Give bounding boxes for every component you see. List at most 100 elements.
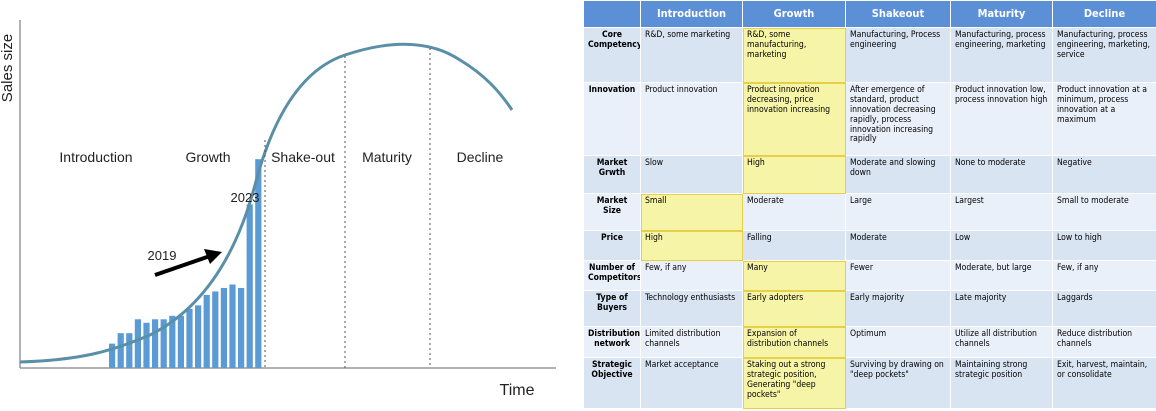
bar [152,319,159,368]
table-cell: Technology enthusiasts [640,290,743,327]
bar [109,343,116,368]
table-cell: Large [845,193,951,231]
table-cell: Low to high [1052,230,1156,261]
table-row: Number of Competitors Few, if any Many Fewe… [583,260,1156,291]
table-cell: Utilize all distribution channels [950,326,1053,358]
table-cell: Early adopters [742,290,846,327]
phase-label: Shake-out [271,149,335,165]
table-cell: After emergence of standard, product inn… [845,82,951,156]
table-cell: Expansion of distribution channels [742,326,846,358]
table-cell: Low [950,230,1053,261]
table-cell: Fewer [845,260,951,291]
column-header: Decline [1052,0,1156,28]
bar [229,284,236,368]
table-cell: Limited distribution channels [640,326,743,358]
phase-label: Introduction [59,149,132,165]
row-label: Distribution network [583,326,641,358]
bar [126,333,133,368]
table-cell: Manufacturing, process engineering, mark… [1052,27,1156,83]
table-cell: Small [640,193,743,231]
column-header: Introduction [640,0,743,28]
table-cell: Many [742,260,846,291]
phase-label: Decline [457,149,504,165]
table-cell: R&D, some manufacturing, marketing [742,27,846,83]
table-cell: Late majority [950,290,1053,327]
table-row: Distribution network Limited distribution… [583,326,1156,358]
bar [203,294,210,368]
table-cell: Product innovation at a minimum, process… [1052,82,1156,156]
table-cell: Laggards [1052,290,1156,327]
table-cell: Moderate [845,230,951,261]
table-cell: Exit, harvest, maintain, or consolidate [1052,357,1156,409]
lifecycle-curve [19,42,514,364]
row-label: Number of Competitors [583,260,641,291]
table-cell: Moderate and slowing down [845,155,951,194]
annotation: 2023 [231,190,260,205]
bar [255,159,262,368]
column-header: Growth [742,0,846,28]
table-cell: Negative [1052,155,1156,194]
bar [134,319,141,368]
table-row: Innovation Product innovation Product inno… [583,82,1156,156]
annotation: 2019 [148,248,177,263]
table-cell: Optimum [845,326,951,358]
table-cell: Small to moderate [1052,193,1156,231]
row-label: Type of Buyers [583,290,641,327]
phase-label: Maturity [362,149,412,165]
table-cell: Largest [950,193,1053,231]
table-cell: High [640,230,743,261]
bar [220,287,227,368]
bar [117,333,124,368]
row-label: Market Size [583,193,641,231]
bar [177,315,184,368]
corner-cell [583,0,641,28]
phase-label: Growth [185,149,230,165]
bar [195,305,202,368]
column-header: Shakeout [845,0,951,28]
header-row: Introduction Growth Shakeout Maturity Declin… [583,0,1156,28]
table-row: Price High Falling Moderate Low Low to high [583,230,1156,261]
table-cell: None to moderate [950,155,1053,194]
bar [212,291,219,368]
table-cell: Product innovation decreasing, price inn… [742,82,846,156]
table-cell: Maintaining strong strategic position [950,357,1053,409]
bar [186,308,193,368]
table-cell: Moderate, but large [950,260,1053,291]
x-axis-label: Time [500,382,535,399]
bar [246,204,253,368]
table-cell: Few, if any [640,260,743,291]
table-cell: Market acceptance [640,357,743,409]
table-cell: Manufacturing, Process engineering [845,27,951,83]
arrow [154,254,211,277]
table-cell: Slow [640,155,743,194]
table-cell: Few, if any [1052,260,1156,291]
table-cell: R&D, some marketing [640,27,743,83]
row-label: Core Competency [583,27,641,83]
table-row: Market Grwth Slow High Moderate and slowing… [583,155,1156,194]
table-cell: Manufacturing, process engineering, mark… [950,27,1053,83]
column-header: Maturity [950,0,1053,28]
table-cell: Product innovation [640,82,743,156]
table-cell: Surviving by drawing on "deep pockets" [845,357,951,409]
table-row: Market Size Small Moderate Large Largest Smal… [583,193,1156,231]
table-cell: Product innovation low, process innovati… [950,82,1053,156]
table-cell: High [742,155,846,194]
y-axis-label: Sales size [0,34,16,102]
lifecycle-table: Introduction Growth Shakeout Maturity Declin… [583,0,1156,409]
table-cell: Reduce distribution channels [1052,326,1156,358]
table-row: Core Competency R&D, some marketing R&D, s… [583,27,1156,83]
table-row: Type of Buyers Technology enthusiasts Earl… [583,290,1156,327]
table-cell: Early majority [845,290,951,327]
row-label: Market Grwth [583,155,641,194]
bar [169,315,176,368]
bar [143,322,150,368]
row-label: Innovation [583,82,641,156]
table-row: Strategic Objective Market acceptance Stak… [583,357,1156,409]
bar [160,319,167,368]
lifecycle-chart: Sales size Time Introduction Growth Shak… [0,20,556,399]
bar [238,287,245,368]
row-label: Price [583,230,641,261]
table-cell: Staking out a strong strategic position,… [742,357,846,409]
table-cell: Falling [742,230,846,261]
